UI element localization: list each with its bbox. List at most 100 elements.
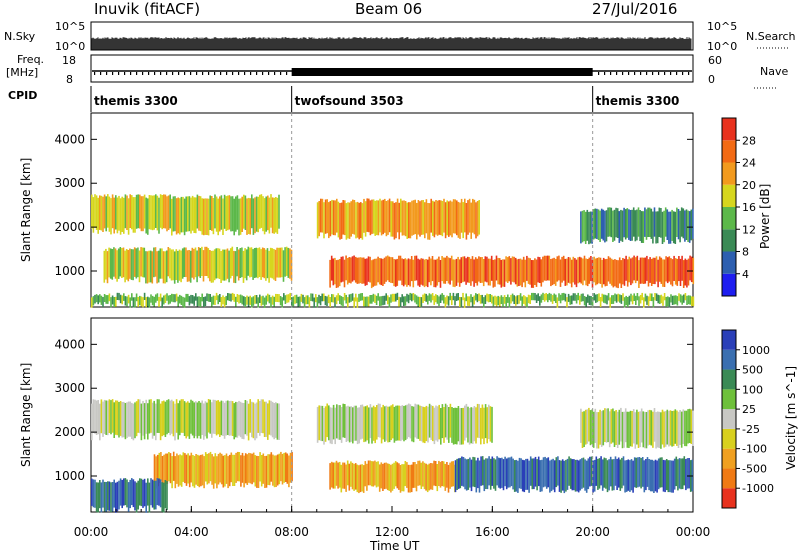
data-cell xyxy=(153,480,155,510)
data-cell xyxy=(105,482,107,512)
data-cell xyxy=(206,402,208,439)
data-cell xyxy=(145,197,147,234)
data-cell xyxy=(521,259,523,288)
data-cell xyxy=(115,296,117,307)
data-cell xyxy=(457,201,460,238)
data-cell xyxy=(223,297,226,308)
data-cell xyxy=(113,297,115,307)
data-cell xyxy=(610,258,613,286)
data-cell xyxy=(257,196,259,233)
data-cell xyxy=(169,453,172,484)
data-cell xyxy=(175,399,178,433)
data-cell xyxy=(329,259,331,288)
data-cell xyxy=(119,198,122,235)
data-cell xyxy=(222,401,224,436)
data-cell xyxy=(137,194,139,229)
data-cell xyxy=(343,259,346,288)
data-cell xyxy=(127,250,130,282)
data-cell xyxy=(644,293,647,302)
power-cbar-label: Power [dB] xyxy=(758,184,772,249)
data-cell xyxy=(676,258,679,286)
data-cell xyxy=(484,404,487,439)
data-cell xyxy=(583,210,585,242)
data-cell xyxy=(153,454,156,486)
data-cell xyxy=(604,408,606,442)
data-cell xyxy=(399,465,402,493)
data-cell xyxy=(345,406,348,442)
data-cell xyxy=(151,195,154,231)
nave-dot xyxy=(598,72,600,75)
data-cell xyxy=(624,408,627,443)
data-cell xyxy=(574,258,576,285)
data-cell xyxy=(233,198,235,236)
data-cell xyxy=(433,407,436,445)
data-cell xyxy=(220,297,223,307)
data-cell xyxy=(679,258,682,286)
data-cell xyxy=(188,455,191,488)
colorbar-tick-label: -25 xyxy=(742,423,760,436)
data-cell xyxy=(103,481,106,512)
data-cell xyxy=(404,258,407,285)
data-cell xyxy=(441,293,443,301)
data-cell xyxy=(642,211,645,243)
data-cell xyxy=(326,403,328,438)
data-cell xyxy=(140,478,143,507)
data-cell xyxy=(550,259,552,287)
data-cell xyxy=(481,294,483,304)
data-cell xyxy=(260,399,263,433)
data-cell xyxy=(166,481,168,511)
data-cell xyxy=(672,460,674,493)
data-cell xyxy=(342,256,344,282)
data-cell xyxy=(195,197,197,234)
data-cell xyxy=(462,256,464,283)
data-cell xyxy=(95,400,98,435)
data-cell xyxy=(295,294,298,304)
data-cell xyxy=(459,408,461,445)
data-cell xyxy=(308,297,311,308)
date-title: 27/Jul/2016 xyxy=(592,0,677,18)
colorbar-swatch xyxy=(722,184,736,207)
data-cell xyxy=(441,256,443,282)
data-cell xyxy=(420,258,423,285)
data-cell xyxy=(495,296,498,307)
data-cell xyxy=(97,197,99,234)
data-cell xyxy=(575,294,578,304)
data-cell xyxy=(201,198,203,235)
nave-dot xyxy=(652,72,654,75)
data-cell xyxy=(507,294,509,303)
data-cell xyxy=(435,405,437,441)
data-cell xyxy=(456,200,458,236)
data-cell xyxy=(334,200,336,236)
data-cell xyxy=(291,452,293,482)
data-cell xyxy=(653,460,655,493)
data-cell xyxy=(241,295,243,305)
data-cell xyxy=(644,207,646,237)
data-cell xyxy=(284,452,287,482)
data-cell xyxy=(111,249,114,280)
data-cell xyxy=(465,293,467,302)
data-cell xyxy=(137,296,139,307)
data-cell xyxy=(474,257,477,284)
data-cell xyxy=(442,257,445,284)
data-cell xyxy=(137,480,139,510)
data-cell xyxy=(142,400,144,436)
data-cell xyxy=(687,258,690,286)
data-cell xyxy=(608,459,610,491)
freq-tick-top: 18 xyxy=(62,54,76,67)
data-cell xyxy=(180,455,183,487)
data-cell xyxy=(535,294,538,303)
data-cell xyxy=(439,461,442,488)
data-cell xyxy=(243,403,245,440)
data-cell xyxy=(608,207,611,237)
data-cell xyxy=(583,411,585,447)
colorbar-tick-label: 12 xyxy=(742,223,756,236)
data-cell xyxy=(672,211,675,244)
data-cell xyxy=(382,258,384,286)
data-cell xyxy=(505,297,507,307)
data-cell xyxy=(431,463,434,490)
cpid-label: CPID xyxy=(8,89,37,102)
data-cell xyxy=(540,294,543,303)
data-cell xyxy=(121,196,123,232)
data-cell xyxy=(452,461,455,487)
data-cell xyxy=(207,198,210,236)
